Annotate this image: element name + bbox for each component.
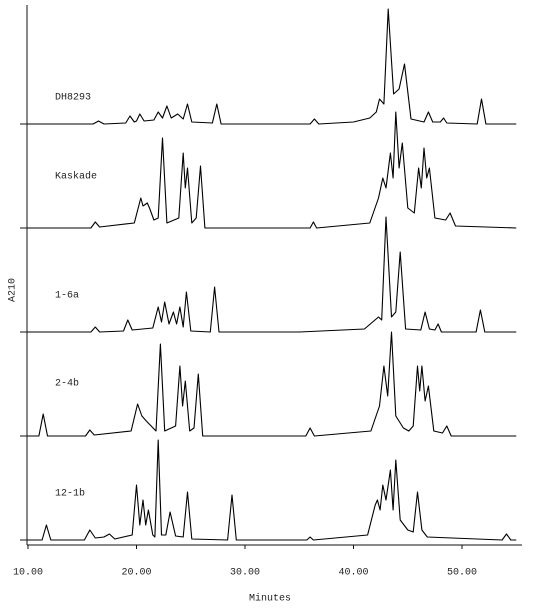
x-tick-label: 30.00 [230, 568, 260, 579]
trace [28, 8, 517, 125]
trace [28, 331, 517, 437]
x-tick-label: 10.00 [13, 568, 43, 579]
x-tick-label: 50.00 [447, 568, 477, 579]
trace [28, 111, 517, 229]
trace-label: 12-1b [55, 488, 85, 500]
x-tick-label: 20.00 [121, 568, 151, 579]
trace-label: 2-4b [55, 378, 79, 390]
trace-label: Kaskade [55, 171, 97, 183]
trace [28, 216, 517, 333]
x-axis-label: Minutes [249, 593, 291, 605]
trace [28, 439, 517, 541]
x-tick-label: 40.00 [338, 568, 368, 579]
trace-label: 1-6a [55, 291, 79, 302]
y-axis-label: A210 [8, 278, 19, 302]
trace-label: DH8293 [55, 93, 91, 104]
